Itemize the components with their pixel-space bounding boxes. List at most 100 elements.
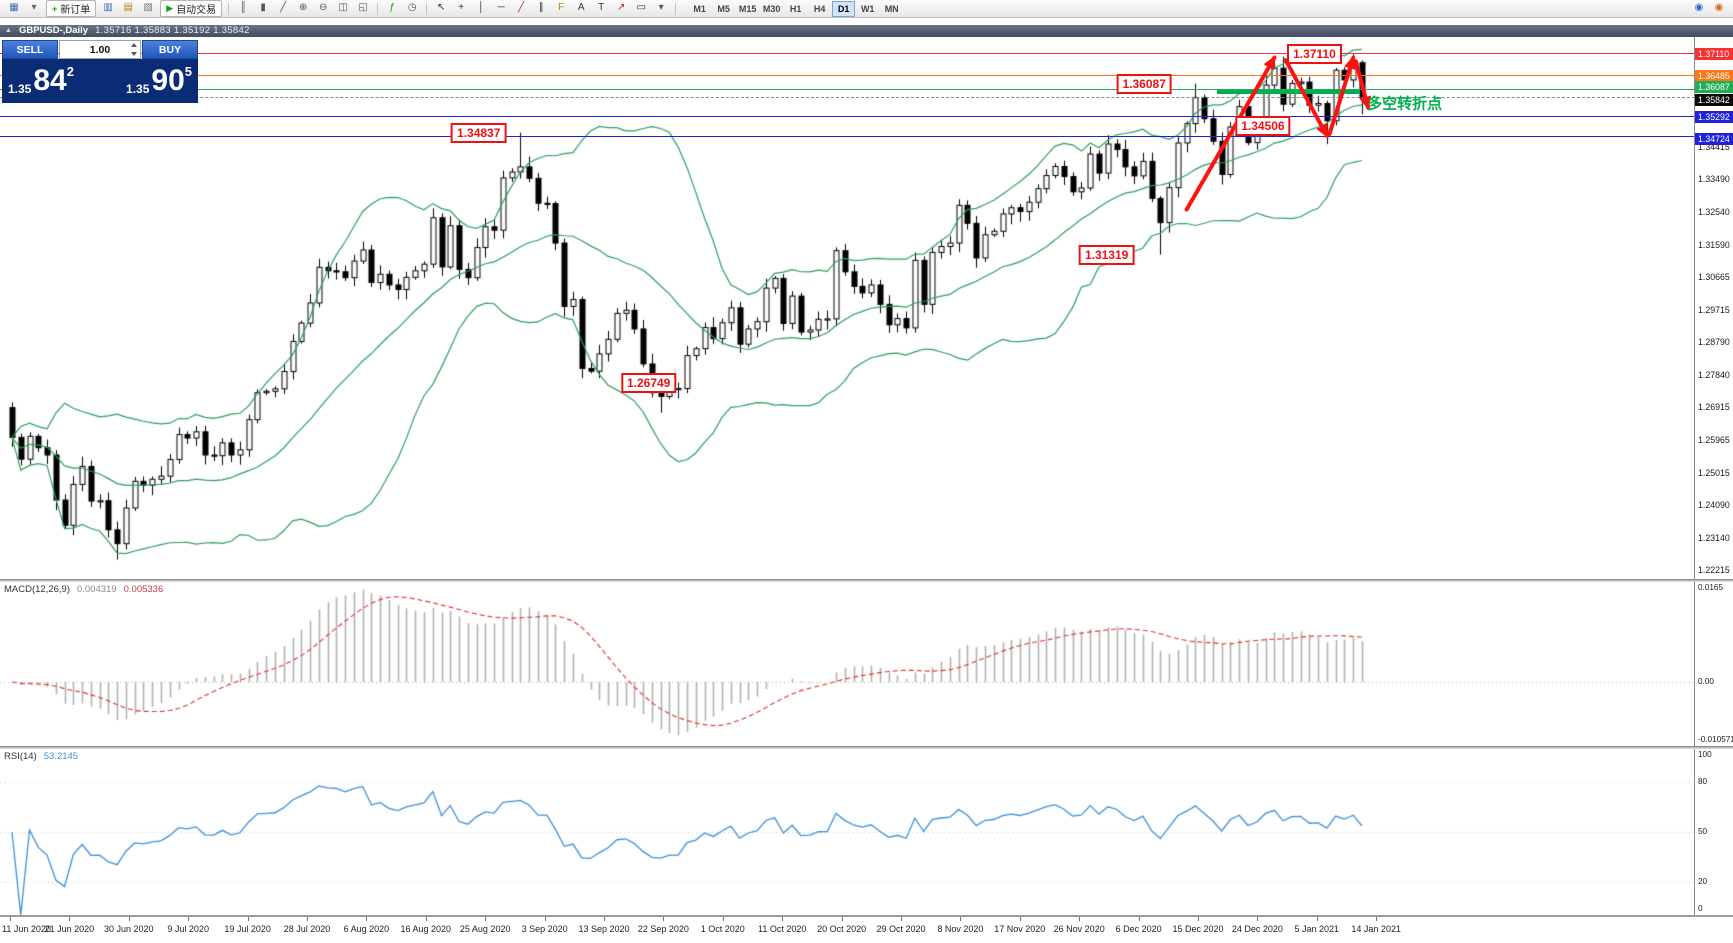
navigator-icon[interactable]: ▤ <box>123 2 133 13</box>
channel-icon[interactable]: ∥ <box>538 2 544 13</box>
new-chart-icon[interactable]: ▦ <box>9 2 19 13</box>
terminal-icon[interactable]: ▧ <box>143 2 153 13</box>
volume-input[interactable]: 1.00 <box>59 40 141 59</box>
time-label: 9 Jul 2020 <box>167 924 209 934</box>
price-chart-canvas[interactable] <box>0 37 1695 579</box>
macd-tick: -0.010571 <box>1698 735 1733 744</box>
line-chart-mode-icon[interactable]: ╱ <box>280 2 287 13</box>
hline-1.36087[interactable] <box>0 88 1695 90</box>
rsi-tick: 0 <box>1698 904 1703 913</box>
volume-spinner[interactable] <box>129 43 138 56</box>
timeframe-m30[interactable]: M30 <box>762 3 781 14</box>
new-order-button[interactable]: + 新订单 <box>46 0 97 17</box>
time-label: 15 Dec 2020 <box>1172 924 1224 934</box>
vertical-line-icon[interactable]: │ <box>478 2 485 13</box>
pane-separator[interactable] <box>0 746 1733 749</box>
rsi-tick: 80 <box>1698 777 1708 787</box>
autotrading-button-icon: ▶ <box>166 3 174 13</box>
fibonacci-icon[interactable]: F <box>558 2 565 13</box>
rsi-axis[interactable]: 100 80 50 20 0 <box>1694 749 1733 915</box>
hline-1.3711[interactable] <box>0 53 1695 55</box>
text-label-icon[interactable]: T <box>598 2 605 13</box>
price-label-box[interactable]: 1.34506 <box>1235 116 1291 137</box>
time-label: 6 Aug 2020 <box>343 924 390 934</box>
timeframe-mn[interactable]: MN <box>884 3 899 14</box>
time-label: 29 Oct 2020 <box>876 924 926 934</box>
cursor-icon[interactable]: ↖ <box>436 2 446 13</box>
market-watch-icon[interactable]: ▥ <box>103 2 113 13</box>
price-label-box[interactable]: 1.37110 <box>1287 43 1342 64</box>
turning-point-line[interactable] <box>1217 90 1361 95</box>
horizontal-line-icon[interactable]: ─ <box>497 2 505 13</box>
price-label-box[interactable]: 1.26749 <box>620 372 677 393</box>
trend-arrow[interactable] <box>1283 58 1329 139</box>
trendline-icon[interactable]: ╱ <box>518 2 525 13</box>
pane-separator[interactable] <box>0 579 1733 582</box>
indicators-icon[interactable]: ƒ <box>389 2 395 13</box>
buy-price: 1.35 90 5 <box>126 60 192 102</box>
hline-1.34724[interactable] <box>0 136 1695 138</box>
chart-collapse-icon[interactable]: ▲ <box>5 27 12 34</box>
text-icon[interactable]: A <box>577 2 585 13</box>
trend-arrow[interactable] <box>1327 54 1356 136</box>
crosshair-icon[interactable]: + <box>458 2 465 13</box>
more-tools-icon[interactable]: ▾ <box>658 2 664 13</box>
buy-button[interactable]: BUY <box>142 40 198 59</box>
cascade-windows-icon[interactable]: ◱ <box>358 2 368 13</box>
shapes-icon[interactable]: ▭ <box>636 2 646 13</box>
trend-arrow[interactable] <box>1353 59 1372 111</box>
rsi-canvas[interactable] <box>0 749 1695 915</box>
time-tick <box>901 917 902 921</box>
hline-1.35842[interactable] <box>0 97 1695 99</box>
timeframe-h4[interactable]: H4 <box>813 3 826 14</box>
bar-chart-mode-icon[interactable]: ║ <box>239 2 247 13</box>
time-axis[interactable]: 11 Jun 2020 21 Jun 2020 30 Jun 2020 9 Jul 2… <box>0 917 1733 943</box>
pane-separator[interactable] <box>0 915 1733 917</box>
time-tick <box>604 917 605 921</box>
hline-1.35292[interactable] <box>0 116 1695 118</box>
price-badge: 1.36087 <box>1695 81 1733 94</box>
macd-tick: 0.0165 <box>1698 583 1724 592</box>
periods-clock-icon[interactable]: ◷ <box>407 2 417 13</box>
community-icon[interactable]: ◉ <box>1694 2 1704 13</box>
hline-1.36485[interactable] <box>0 75 1695 77</box>
price-axis[interactable]: 1.34415 1.33490 1.32540 1.31590 1.30665 1.297… <box>1694 37 1733 579</box>
zoom-out-icon[interactable]: ⊖ <box>318 2 328 13</box>
timeframe-w1[interactable]: W1 <box>860 3 875 14</box>
time-tick <box>188 917 190 921</box>
macd-pane: MACD(12,26,9) 0.004319 0.005336 0.0165 0.00… <box>0 582 1733 746</box>
chart-profiles-icon[interactable]: ▾ <box>31 2 37 13</box>
price-label-box[interactable]: 1.31319 <box>1078 244 1135 265</box>
price-label-box[interactable]: 1.36087 <box>1116 74 1172 95</box>
macd-canvas[interactable] <box>0 582 1695 746</box>
time-label: 30 Jun 2020 <box>104 924 154 934</box>
price-label-box[interactable]: 1.34837 <box>451 122 507 143</box>
time-label: 1 Oct 2020 <box>700 924 745 934</box>
notifications-icon[interactable]: ◉ <box>1714 2 1724 13</box>
candlestick-mode-icon[interactable]: ▮ <box>260 2 266 13</box>
time-tick <box>960 917 962 921</box>
autotrading-button[interactable]: ▶ 自动交易 <box>160 0 223 17</box>
arrows-tool-icon[interactable]: ↗ <box>616 2 626 13</box>
sell-button[interactable]: SELL <box>2 40 58 59</box>
time-tick <box>544 917 546 921</box>
time-label: 6 Dec 2020 <box>1115 924 1162 934</box>
timeframe-d1[interactable]: D1 <box>832 0 856 17</box>
zoom-in-icon[interactable]: ⊕ <box>298 2 308 13</box>
timeframe-m5[interactable]: M5 <box>717 3 730 14</box>
trend-arrow[interactable] <box>1184 55 1277 212</box>
timeframe-m15[interactable]: M15 <box>738 3 757 14</box>
macd-signal-value: 0.005336 <box>123 584 164 595</box>
timeframe-m1[interactable]: M1 <box>693 3 706 14</box>
turning-point-note[interactable]: 多空转折点 <box>1367 95 1443 113</box>
volume-up-icon[interactable] <box>130 43 137 47</box>
toolbar-separator <box>377 2 379 15</box>
macd-axis[interactable]: 0.0165 0.00 -0.010571 <box>1694 582 1733 746</box>
timeframe-h1[interactable]: H1 <box>789 3 802 14</box>
rsi-tick: 20 <box>1698 876 1708 886</box>
price-tick: 1.30665 <box>1698 272 1730 283</box>
volume-down-icon[interactable] <box>130 52 137 56</box>
time-tick <box>247 917 249 921</box>
tile-windows-icon[interactable]: ◫ <box>338 2 348 13</box>
